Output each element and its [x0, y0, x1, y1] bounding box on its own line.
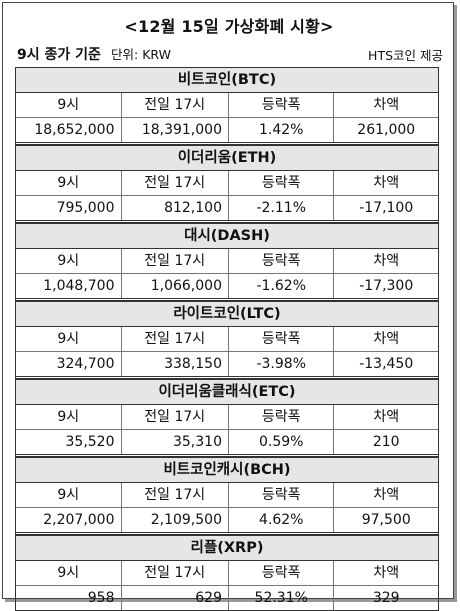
coin-block: 이더리움(ETH) 9시 전일 17시 등락폭 차액 795,000 812,100 -2.1… — [15, 145, 439, 223]
coin-name: 비트코인(BTC) — [16, 68, 438, 93]
value-cell: 0.59% — [229, 430, 335, 454]
value-cell: 1.42% — [229, 118, 335, 142]
column-header: 9시 — [16, 483, 122, 507]
value-cell: 35,520 — [16, 430, 122, 454]
value-cell: -17,100 — [359, 200, 414, 216]
column-header: 전일 17시 — [122, 483, 229, 507]
column-header: 등락폭 — [229, 327, 335, 351]
column-header-row: 9시 전일 17시 등락폭 차액 — [16, 405, 438, 430]
column-header: 전일 17시 — [122, 561, 229, 585]
coin-block: 비트코인(BTC) 9시 전일 17시 등락폭 차액 18,652,000 18,391,0… — [15, 67, 439, 145]
column-header-row: 9시 전일 17시 등락폭 차액 — [16, 171, 438, 196]
value-cell: 4.62% — [229, 508, 335, 532]
value-cell: 210 — [372, 434, 400, 450]
coin-name: 이더리움클래식(ETC) — [16, 380, 438, 405]
value-row: 2,207,000 2,109,500 4.62% 97,500 — [16, 508, 438, 535]
report-meta: 9시 종가 기준 단위: KRW HTS코인 제공 — [17, 44, 443, 64]
column-header: 전일 17시 — [122, 171, 229, 195]
value-row: 795,000 812,100 -2.11% -17,100 — [16, 196, 438, 223]
column-header-row: 9시 전일 17시 등락폭 차액 — [16, 561, 438, 586]
column-header: 차액 — [373, 487, 400, 503]
column-header-row: 9시 전일 17시 등락폭 차액 — [16, 93, 438, 118]
value-cell: 52.31% — [229, 586, 335, 610]
coin-name: 비트코인캐시(BCH) — [16, 458, 438, 483]
value-cell: -13,450 — [359, 356, 414, 372]
basis-label: 9시 종가 기준 — [17, 47, 101, 63]
column-header: 차액 — [373, 253, 400, 269]
column-header: 9시 — [16, 249, 122, 273]
value-cell: 324,700 — [16, 352, 122, 376]
coin-block: 라이트코인(LTC) 9시 전일 17시 등락폭 차액 324,700 338,150 -3.… — [15, 301, 439, 379]
value-row: 1,048,700 1,066,000 -1.62% -17,300 — [16, 274, 438, 301]
column-header: 9시 — [16, 171, 122, 195]
coin-block: 비트코인캐시(BCH) 9시 전일 17시 등락폭 차액 2,207,000 2,109,5… — [15, 457, 439, 535]
column-header-row: 9시 전일 17시 등락폭 차액 — [16, 483, 438, 508]
coin-name: 대시(DASH) — [16, 224, 438, 249]
coin-block: 대시(DASH) 9시 전일 17시 등락폭 차액 1,048,700 1,066,000-… — [15, 223, 439, 301]
column-header: 9시 — [16, 93, 122, 117]
value-cell: 958 — [16, 586, 122, 610]
column-header: 차액 — [373, 409, 400, 425]
column-header: 차액 — [373, 97, 400, 113]
column-header: 차액 — [373, 175, 400, 191]
value-row: 18,652,000 18,391,000 1.42% 261,000 — [16, 118, 438, 145]
value-cell: 1,066,000 — [122, 274, 229, 298]
unit-label: 단위: KRW — [111, 47, 171, 62]
value-cell: 812,100 — [122, 196, 229, 220]
column-header: 등락폭 — [229, 405, 335, 429]
source-label: HTS코인 제공 — [368, 48, 443, 63]
column-header: 9시 — [16, 327, 122, 351]
value-cell: 2,207,000 — [16, 508, 122, 532]
value-cell: 338,150 — [122, 352, 229, 376]
value-cell: 35,310 — [122, 430, 229, 454]
column-header: 9시 — [16, 561, 122, 585]
value-cell: -3.98% — [229, 352, 335, 376]
column-header: 등락폭 — [229, 561, 335, 585]
column-header: 등락폭 — [229, 483, 335, 507]
coin-tables: 비트코인(BTC) 9시 전일 17시 등락폭 차액 18,652,000 18,391,0… — [15, 67, 439, 611]
price-report-card: <12월 15일 가상화폐 시황> 9시 종가 기준 단위: KRW HTS코인… — [2, 2, 454, 611]
column-header: 등락폭 — [229, 249, 335, 273]
value-row: 958 629 52.31% 329 — [16, 586, 438, 610]
coin-name: 리플(XRP) — [16, 536, 438, 561]
column-header-row: 9시 전일 17시 등락폭 차액 — [16, 249, 438, 274]
value-cell: 629 — [122, 586, 229, 610]
column-header: 전일 17시 — [122, 405, 229, 429]
column-header: 등락폭 — [229, 171, 335, 195]
value-row: 35,520 35,310 0.59% 210 — [16, 430, 438, 457]
column-header: 전일 17시 — [122, 93, 229, 117]
column-header: 차액 — [373, 331, 400, 347]
coin-name: 라이트코인(LTC) — [16, 302, 438, 327]
column-header: 전일 17시 — [122, 327, 229, 351]
value-cell: 795,000 — [16, 196, 122, 220]
value-cell: 2,109,500 — [122, 508, 229, 532]
coin-block: 리플(XRP) 9시 전일 17시 등락폭 차액 958 629 52.31% 329 — [15, 535, 439, 611]
column-header: 9시 — [16, 405, 122, 429]
value-row: 324,700 338,150 -3.98% -13,450 — [16, 352, 438, 379]
column-header: 차액 — [373, 565, 400, 581]
coin-block: 이더리움클래식(ETC) 9시 전일 17시 등락폭 차액 35,520 35,310 0.5… — [15, 379, 439, 457]
value-cell: 18,391,000 — [122, 118, 229, 142]
coin-name: 이더리움(ETH) — [16, 146, 438, 171]
column-header-row: 9시 전일 17시 등락폭 차액 — [16, 327, 438, 352]
column-header: 전일 17시 — [122, 249, 229, 273]
value-cell: -17,300 — [359, 278, 414, 294]
value-cell: 18,652,000 — [16, 118, 122, 142]
value-cell: 1,048,700 — [16, 274, 122, 298]
value-cell: 261,000 — [357, 122, 416, 138]
value-cell: 97,500 — [361, 512, 411, 528]
report-title: <12월 15일 가상화폐 시황> — [124, 17, 334, 36]
value-cell: -2.11% — [229, 196, 335, 220]
value-cell: 329 — [372, 590, 400, 606]
column-header: 등락폭 — [229, 93, 335, 117]
value-cell: -1.62% — [229, 274, 335, 298]
